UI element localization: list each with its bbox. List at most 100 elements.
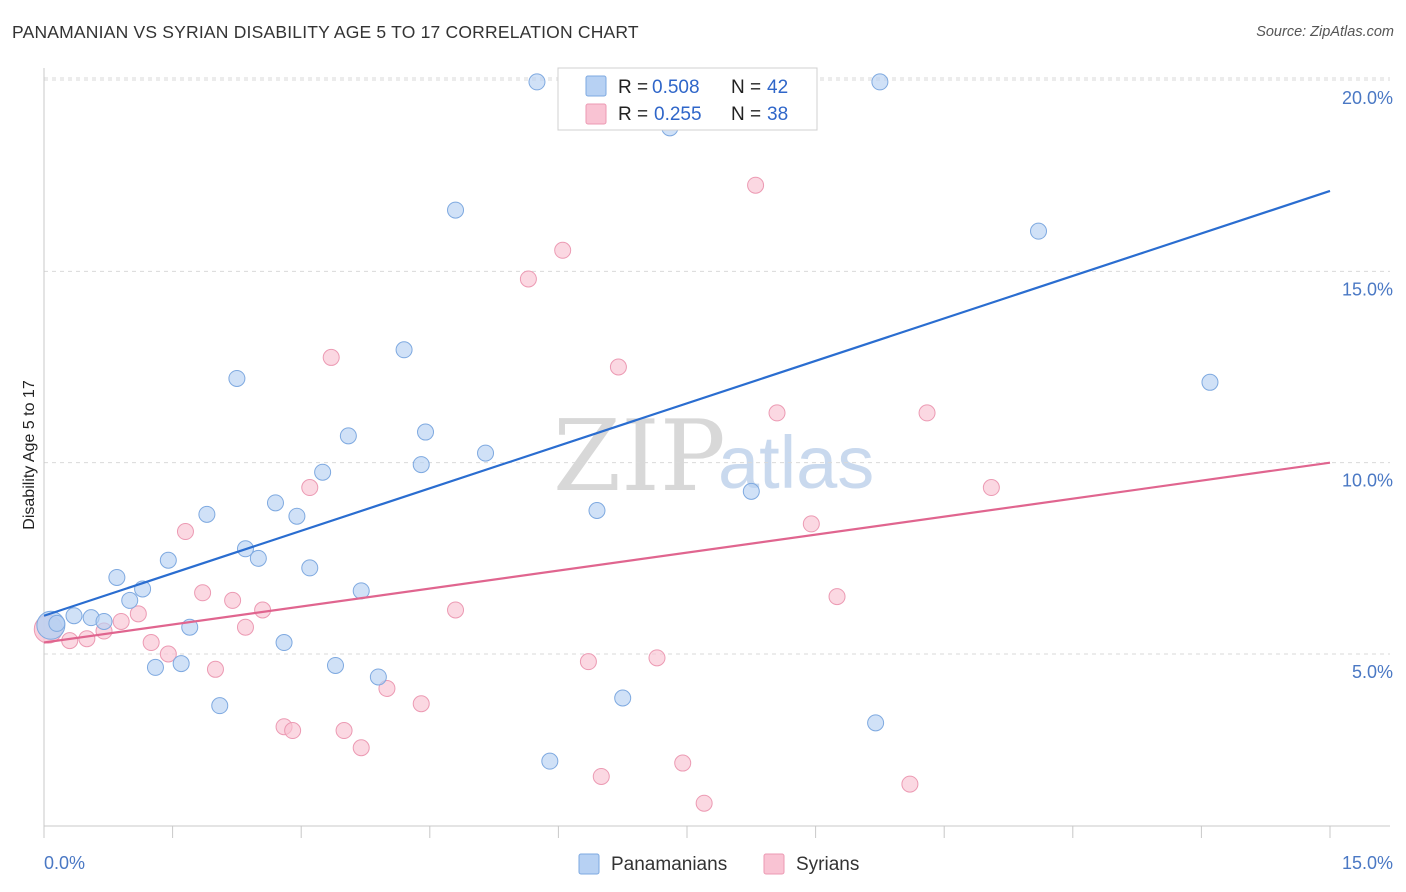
y-tick-label-15: 15.0%	[1342, 279, 1393, 299]
syrians-point-32	[768, 404, 786, 422]
x-tick-marks	[43, 826, 1331, 838]
panamanians-point-10	[172, 655, 190, 673]
legend-n-value-syrians: 38	[767, 104, 788, 125]
bottom-legend-swatch-syrians	[763, 853, 785, 875]
syrians-point-21	[412, 695, 430, 713]
syrians-point-24	[554, 241, 572, 259]
bottom-legend-swatch-panamanians	[578, 853, 600, 875]
legend-swatch-syrians	[585, 103, 607, 125]
x-tick-label-min: 0.0%	[44, 853, 85, 873]
panamanians-point-39	[867, 714, 885, 732]
panamanians-point-38	[871, 73, 889, 91]
syrians-trend-line	[43, 461, 1331, 644]
syrians-point-2	[78, 630, 96, 648]
panamanians-point-18	[275, 634, 293, 652]
panamanians-point-25	[369, 668, 387, 686]
panamanians-point-30	[477, 444, 495, 462]
panamanians-point-40	[1030, 222, 1048, 240]
syrians-point-31	[747, 176, 765, 194]
panamanians-point-23	[339, 427, 357, 445]
syrians-point-37	[982, 479, 1000, 497]
panamanians-point-33	[588, 502, 606, 519]
panamanians-point-12	[198, 505, 216, 523]
syrians-point-12	[236, 618, 254, 636]
chart-source: Source: ZipAtlas.com	[1256, 24, 1394, 40]
syrians-point-29	[674, 754, 692, 772]
syrians-point-19	[352, 739, 370, 757]
panamanians-point-5	[108, 568, 126, 586]
legend-r-label-syrians: R =	[618, 104, 648, 125]
syrians-point-36	[918, 404, 936, 422]
panamanians-point-13	[211, 697, 229, 715]
panamanians-point-20	[301, 559, 319, 577]
syrians-point-7	[159, 645, 177, 663]
syrians-point-30	[695, 794, 713, 812]
legend-swatch-panamanians	[585, 75, 607, 97]
panamanians-point-4	[95, 612, 113, 630]
panamanians-point-32	[541, 752, 559, 770]
syrians-point-23	[519, 270, 537, 288]
syrians-point-4	[112, 612, 130, 630]
watermark-zip: ZIP	[553, 400, 726, 514]
panamanians-point-26	[395, 341, 413, 359]
panamanians-point-29	[447, 201, 465, 219]
syrians-point-17	[322, 348, 340, 366]
correlation-legend: R = 0.508 N = 42 R = 0.255 N = 38	[557, 67, 818, 131]
panamanians-point-16	[249, 549, 267, 567]
panamanians-point-14	[228, 369, 246, 387]
series-legend: Panamanians Syrians	[578, 853, 859, 875]
legend-n-label-syrians: N =	[731, 104, 761, 125]
panamanians-point-8	[146, 658, 164, 676]
gridlines	[44, 77, 1390, 655]
panamanians-point-41	[1201, 373, 1219, 391]
syrians-point-28	[648, 649, 666, 667]
y-tick-label-20: 20.0%	[1342, 88, 1393, 108]
syrians-point-35	[901, 775, 919, 793]
legend-r-value-syrians: 0.255	[654, 104, 702, 125]
syrians-point-33	[802, 515, 820, 533]
syrians-point-8	[176, 523, 194, 541]
syrians-point-6	[142, 634, 160, 652]
y-tick-label-10: 10.0%	[1342, 471, 1393, 491]
syrians-point-25	[579, 653, 597, 671]
syrians-point-5	[129, 605, 147, 623]
panamanians-point-22	[326, 656, 344, 674]
syrians-point-13	[254, 601, 272, 619]
legend-r-label-panamanians: R =	[618, 77, 648, 98]
syrians-point-11	[224, 591, 242, 609]
syrians-point-22	[447, 601, 465, 619]
syrians-point-26	[592, 767, 610, 785]
chart-title: PANAMANIAN VS SYRIAN DISABILITY AGE 5 TO…	[12, 22, 639, 42]
legend-n-label-panamanians: N =	[731, 77, 761, 98]
axes	[43, 68, 1390, 827]
syrians-point-18	[335, 722, 353, 740]
panamanians-point-27	[412, 456, 430, 474]
legend-n-value-panamanians: 42	[767, 77, 788, 98]
y-tick-labels: 5.0% 10.0% 15.0% 20.0%	[1342, 88, 1393, 682]
x-tick-label-max: 15.0%	[1342, 853, 1393, 873]
panamanians-point-21	[314, 463, 332, 481]
syrians-point-27	[609, 358, 627, 376]
legend-r-value-panamanians: 0.508	[652, 77, 700, 98]
bottom-legend-label-syrians: Syrians	[796, 854, 859, 875]
panamanians-point-31	[528, 73, 546, 91]
syrians-point-20	[378, 679, 396, 697]
panamanians-point-34	[614, 689, 632, 707]
syrians-point-16	[301, 479, 319, 497]
panamanians-point-19	[288, 507, 306, 525]
syrians-point-34	[828, 588, 846, 606]
panamanians-points	[36, 73, 1219, 770]
syrians-point-9	[194, 584, 212, 602]
panamanians-point-9	[159, 551, 177, 569]
panamanians-point-28	[417, 423, 435, 441]
trend-lines	[43, 189, 1331, 644]
panamanians-trend-line	[43, 189, 1331, 617]
bottom-legend-label-panamanians: Panamanians	[611, 854, 727, 875]
panamanians-point-6	[121, 591, 139, 609]
y-axis-label: Disability Age 5 to 17	[21, 380, 38, 530]
y-tick-label-5: 5.0%	[1352, 662, 1393, 682]
panamanians-point-2	[65, 607, 83, 625]
panamanians-point-1	[48, 614, 66, 632]
panamanians-point-37	[742, 482, 760, 500]
